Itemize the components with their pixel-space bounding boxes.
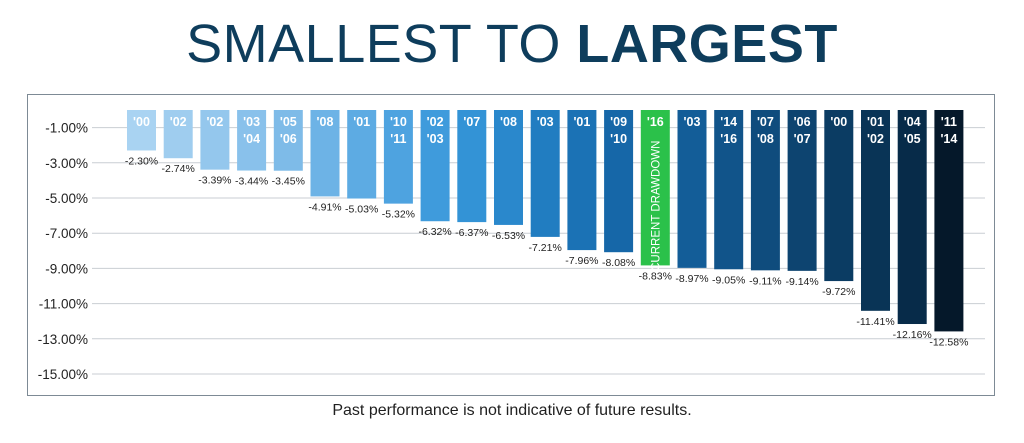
y-tick-label: -13.00% [38, 332, 88, 347]
bar-value-label: -9.14% [785, 276, 818, 288]
bar [824, 110, 854, 282]
bar [200, 110, 230, 170]
bar [457, 110, 487, 223]
bar-year-label: '02 [427, 115, 444, 129]
bar [787, 110, 817, 271]
bar [677, 110, 707, 268]
bar [127, 110, 156, 151]
bar-value-label: -7.96% [565, 255, 598, 267]
y-tick-label: -15.00% [38, 367, 88, 382]
bar-year-label: '11 [941, 115, 957, 129]
disclaimer-text: Past performance is not indicative of fu… [332, 402, 692, 419]
bar-value-label: -11.41% [856, 316, 894, 328]
bar-year-label: '03 [537, 115, 554, 129]
bar [494, 110, 523, 225]
bar-value-label: -8.97% [675, 273, 708, 285]
bar-value-label: -2.74% [162, 163, 195, 175]
bar-value-label: -3.39% [198, 175, 231, 187]
bar [604, 110, 634, 253]
bar [530, 110, 560, 237]
title-part-2: TO [485, 14, 577, 74]
bar [934, 110, 964, 332]
bar-year-label: '02 [170, 115, 187, 129]
bar [861, 110, 890, 311]
chart-title: SMALLEST TO LARGEST [0, 14, 1024, 74]
bar [714, 110, 744, 270]
bar-year-label: '07 [757, 115, 774, 129]
bar-year-label: '14 [940, 132, 957, 146]
bar-value-label: -12.58% [929, 336, 968, 348]
bar-year-label: '03 [684, 115, 701, 129]
bar-value-label: -7.21% [529, 242, 562, 254]
bar-year-label: '14 [720, 115, 737, 129]
bar-year-label: '08 [500, 115, 517, 129]
bar-year-label: '05 [904, 132, 921, 146]
label-layer: '00 -2.30% '02 -2.74% '02 -3.39% '03 '04 -3.44% '… [125, 115, 969, 348]
bar [750, 110, 780, 271]
bar-year-label: '02 [867, 132, 884, 146]
bar-year-label: '08 [317, 115, 334, 129]
bar-layer [127, 110, 964, 332]
title-part-3: LARGEST [576, 14, 838, 74]
bar-year-label: '04 [904, 115, 921, 129]
bar-year-label: '03 [427, 132, 444, 146]
bar-value-label: -8.83% [639, 270, 672, 282]
bar-year-label: '10 [610, 132, 627, 146]
bar-value-label: -9.05% [712, 274, 745, 286]
current-drawdown-label: CURRENT DRAWDOWN [650, 141, 662, 271]
bar-year-label: '07 [463, 115, 480, 129]
bar [897, 110, 927, 325]
y-tick-label: -3.00% [45, 156, 88, 171]
bar-value-label: -4.91% [308, 201, 341, 213]
bar [163, 110, 193, 159]
bar-year-label: '07 [794, 132, 811, 146]
bar-year-label: '06 [280, 132, 297, 146]
bar-year-label: '08 [757, 132, 774, 146]
bar-value-label: -12.16% [893, 329, 932, 341]
bar-year-label: '01 [353, 115, 370, 129]
bar-year-label: '01 [867, 115, 884, 129]
bar [237, 110, 267, 171]
bar [640, 110, 670, 266]
bar [420, 110, 450, 222]
bar-value-label: -6.53% [492, 230, 525, 242]
bar-year-label: '16 [647, 115, 664, 129]
bar-value-label: -5.32% [382, 209, 415, 221]
bar-value-label: -9.11% [749, 275, 782, 287]
bar [567, 110, 597, 251]
bar-year-label: '09 [610, 115, 627, 129]
bar-value-label: -2.30% [125, 155, 158, 167]
y-tick-label: -9.00% [45, 261, 88, 276]
y-tick-label: -5.00% [45, 191, 88, 206]
y-tick-label: -11.00% [39, 297, 88, 312]
bar-year-label: '05 [280, 115, 297, 129]
y-tick-label: -7.00% [45, 226, 88, 241]
bar-year-label: '00 [830, 115, 847, 129]
bar-value-label: -9.72% [822, 286, 855, 298]
bar-value-label: -6.32% [418, 226, 451, 238]
bar-year-label: '02 [206, 115, 223, 129]
bar-value-label: -3.44% [235, 176, 268, 188]
bar-value-label: -6.37% [455, 227, 488, 239]
bar [383, 110, 413, 204]
bar-value-label: -8.08% [602, 257, 635, 269]
chart-frame [27, 94, 995, 396]
bar-year-label: '10 [390, 115, 407, 129]
bar-value-label: -5.03% [345, 204, 378, 216]
bar-year-label: '11 [390, 132, 406, 146]
bar [310, 110, 340, 197]
bar [273, 110, 303, 171]
title-part-1: SMALLEST [186, 14, 486, 74]
bar-year-label: '04 [243, 132, 260, 146]
bar-year-label: '06 [794, 115, 811, 129]
bar-year-label: '01 [573, 115, 590, 129]
y-tick-label: -1.00% [45, 121, 88, 136]
bar-year-label: '16 [720, 132, 737, 146]
bar-value-label: -3.45% [272, 176, 305, 188]
bar-year-label: '03 [243, 115, 260, 129]
bar [347, 110, 377, 199]
bar-year-label: '00 [133, 115, 150, 129]
